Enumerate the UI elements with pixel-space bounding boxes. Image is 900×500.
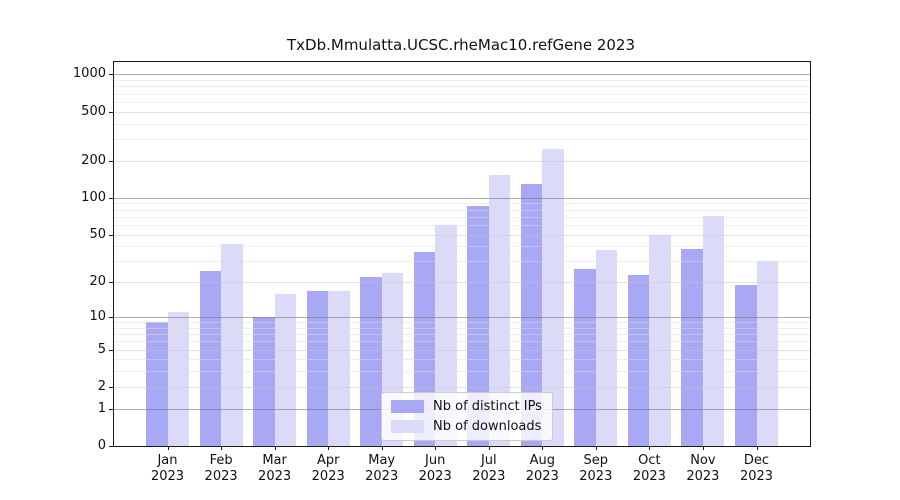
bar-distinct-ips-jul [467, 205, 489, 446]
bar-distinct-ips-oct [627, 275, 650, 446]
x-tick-label-jul: Jul 2023 [472, 453, 506, 484]
bar-downloads-nov [702, 215, 725, 446]
y-tick-mark-1000 [109, 74, 114, 76]
bar-downloads-mar [274, 293, 297, 446]
y-tick-mark-500 [109, 111, 114, 113]
legend-row-distinct-ips: Nb of distinct IPs [391, 399, 542, 414]
x-tick-mark-jun [435, 446, 437, 450]
x-tick-mark-nov [702, 446, 704, 450]
y-tick-label-20: 20 [89, 274, 106, 290]
y-tick-mark-5 [109, 349, 114, 351]
bar-downloads-dec [756, 261, 778, 446]
x-tick-label-jan: Jan 2023 [150, 453, 185, 484]
y-tick-label-5: 5 [97, 341, 106, 357]
x-tick-label-nov: Nov 2023 [686, 453, 720, 484]
x-tick-mark-mar [274, 446, 276, 450]
y-tick-mark-20 [109, 282, 114, 284]
bar-distinct-ips-aug [520, 183, 543, 446]
bars-layer [114, 62, 810, 446]
x-tick-mark-jan [167, 446, 169, 450]
bar-distinct-ips-apr [306, 290, 329, 446]
y-tick-label-10: 10 [89, 309, 106, 324]
bar-downloads-jan [167, 312, 189, 446]
bar-distinct-ips-feb [199, 270, 222, 446]
y-tick-label-100: 100 [81, 189, 106, 205]
bar-distinct-ips-nov [681, 248, 703, 446]
x-tick-label-may: May 2023 [365, 453, 399, 484]
bar-downloads-sep [595, 250, 618, 446]
legend-label-distinct-ips: Nb of distinct IPs [433, 399, 542, 414]
bar-distinct-ips-sep [574, 268, 596, 446]
x-tick-mark-sep [595, 446, 597, 450]
chart-title: TxDb.Mmulatta.UCSC.rheMac10.refGene 2023 [287, 36, 635, 54]
y-tick-mark-2 [109, 386, 114, 388]
bar-distinct-ips-may [360, 277, 382, 446]
y-tick-label-1000: 1000 [72, 66, 106, 82]
y-tick-mark-100 [109, 197, 114, 199]
legend-swatch-distinct-ips [391, 400, 424, 413]
bar-distinct-ips-jan [146, 322, 168, 446]
legend: Nb of distinct IPs Nb of downloads [381, 392, 553, 441]
x-tick-label-dec: Dec 2023 [739, 453, 774, 484]
bar-distinct-ips-dec [735, 284, 757, 446]
y-tick-label-1: 1 [97, 400, 106, 416]
x-tick-mark-feb [221, 446, 223, 450]
legend-row-downloads: Nb of downloads [391, 419, 542, 434]
x-tick-label-feb: Feb 2023 [204, 453, 238, 484]
x-tick-mark-apr [328, 446, 330, 450]
x-tick-label-mar: Mar 2023 [258, 453, 292, 484]
x-tick-mark-oct [649, 446, 651, 450]
bar-downloads-jul [488, 174, 511, 446]
bar-downloads-feb [221, 243, 243, 446]
legend-swatch-downloads [391, 420, 424, 433]
x-tick-mark-aug [542, 446, 544, 450]
y-tick-mark-1 [109, 408, 114, 410]
y-tick-label-2: 2 [97, 378, 106, 394]
x-tick-label-apr: Apr 2023 [311, 453, 345, 484]
bar-downloads-apr [328, 290, 350, 446]
y-tick-mark-200 [109, 160, 114, 162]
x-tick-label-sep: Sep 2023 [579, 453, 613, 484]
bar-distinct-ips-mar [253, 317, 275, 446]
y-tick-label-500: 500 [81, 103, 106, 119]
x-tick-label-jun: Jun 2023 [418, 453, 452, 484]
bar-downloads-oct [649, 234, 671, 446]
y-tick-label-0: 0 [97, 438, 106, 453]
legend-label-downloads: Nb of downloads [433, 419, 542, 434]
y-tick-mark-0 [109, 446, 114, 447]
x-tick-mark-may [381, 446, 383, 450]
x-tick-mark-dec [756, 446, 758, 450]
x-tick-label-oct: Oct 2023 [632, 453, 666, 484]
y-tick-label-50: 50 [89, 226, 106, 242]
y-tick-label-200: 200 [81, 152, 106, 168]
bar-downloads-jun [435, 224, 457, 446]
x-tick-mark-jul [488, 446, 490, 450]
plot-area: Nb of distinct IPs Nb of downloads 0 1 2 5 1… [73, 61, 811, 484]
y-tick-mark-10 [109, 317, 114, 318]
y-tick-mark-50 [109, 234, 114, 236]
x-tick-label-aug: Aug 2023 [525, 453, 559, 484]
